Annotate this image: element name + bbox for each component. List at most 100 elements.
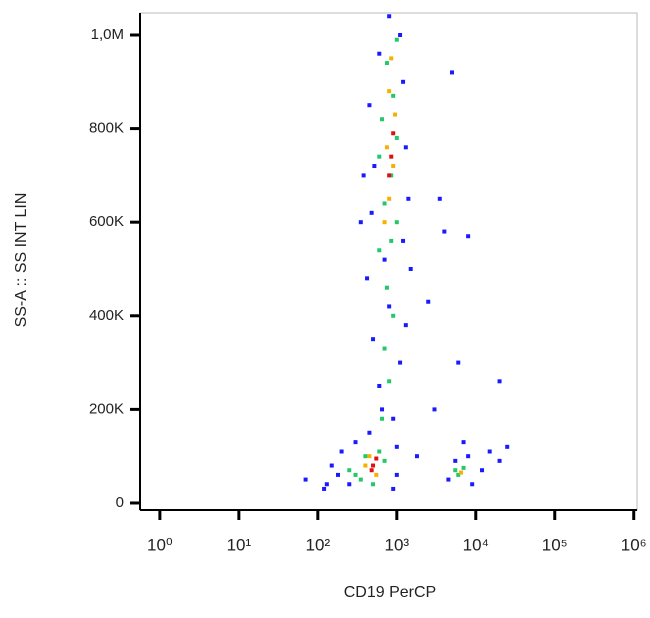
point [329, 463, 334, 468]
point [389, 238, 394, 243]
point [382, 458, 387, 463]
x-axis-label: CD19 PerCP [344, 584, 436, 601]
point [456, 360, 461, 365]
point [377, 248, 382, 253]
point [353, 440, 358, 445]
point [459, 470, 464, 475]
point [432, 407, 437, 412]
point [403, 323, 408, 328]
point [450, 70, 455, 75]
point [387, 304, 392, 309]
point [384, 145, 389, 150]
point [408, 266, 413, 271]
point [384, 61, 389, 66]
x-tick-label: 10⁵ [542, 535, 568, 554]
point [426, 299, 431, 304]
point [365, 276, 370, 281]
point [406, 196, 411, 201]
point [437, 196, 442, 201]
point [358, 220, 363, 225]
point [377, 51, 382, 56]
point [377, 449, 382, 454]
point [347, 468, 352, 473]
point [394, 444, 399, 449]
point [389, 173, 394, 178]
point [367, 454, 372, 459]
point [322, 486, 327, 491]
point [384, 285, 389, 290]
point [380, 416, 385, 421]
point [371, 482, 376, 487]
point [382, 346, 387, 351]
point [398, 360, 403, 365]
y-tick-label: 400K [89, 307, 124, 324]
point [367, 103, 372, 108]
point [389, 56, 394, 61]
point [387, 379, 392, 384]
point [394, 220, 399, 225]
point [446, 477, 451, 482]
point [487, 449, 492, 454]
x-tick-label: 10⁰ [147, 535, 173, 554]
point [403, 145, 408, 150]
point [391, 486, 396, 491]
point [461, 440, 466, 445]
point [347, 482, 352, 487]
point [324, 482, 329, 487]
x-tick-label: 10⁴ [463, 535, 489, 554]
x-tick-label: 10⁶ [621, 535, 647, 554]
point [335, 472, 340, 477]
point [387, 173, 392, 178]
point [394, 135, 399, 140]
point [303, 477, 308, 482]
point [394, 37, 399, 42]
point [380, 117, 385, 122]
point [391, 131, 396, 136]
point [453, 468, 458, 473]
point [382, 220, 387, 225]
point [453, 458, 458, 463]
point [391, 416, 396, 421]
x-tick-label: 10² [306, 535, 331, 554]
point [369, 210, 374, 215]
y-tick-label: 600K [89, 213, 124, 230]
point [461, 465, 466, 470]
y-tick-label: 200K [89, 400, 124, 417]
point [401, 238, 406, 243]
point [470, 482, 475, 487]
point [361, 173, 366, 178]
point [456, 472, 461, 477]
point [393, 112, 398, 117]
point [387, 14, 392, 19]
y-axis-label: SS-A :: SS INT LIN [13, 193, 30, 328]
point [442, 229, 447, 234]
point [497, 458, 502, 463]
point [377, 383, 382, 388]
point [391, 93, 396, 98]
point [377, 154, 382, 159]
point [394, 472, 399, 477]
point [380, 407, 385, 412]
point [374, 456, 379, 461]
point [363, 454, 368, 459]
point [339, 449, 344, 454]
point [391, 313, 396, 318]
point [401, 79, 406, 84]
y-tick-label: 0 [116, 494, 124, 511]
point [369, 468, 374, 473]
x-tick-label: 10¹ [227, 535, 252, 554]
point [353, 472, 358, 477]
point [398, 32, 403, 37]
point [371, 337, 376, 342]
point [374, 472, 379, 477]
point [387, 89, 392, 94]
point [391, 164, 396, 169]
y-tick-label: 1,0M [91, 26, 124, 43]
point [363, 463, 368, 468]
point [480, 468, 485, 473]
point [497, 379, 502, 384]
point [387, 196, 392, 201]
point [367, 430, 372, 435]
point [382, 257, 387, 262]
